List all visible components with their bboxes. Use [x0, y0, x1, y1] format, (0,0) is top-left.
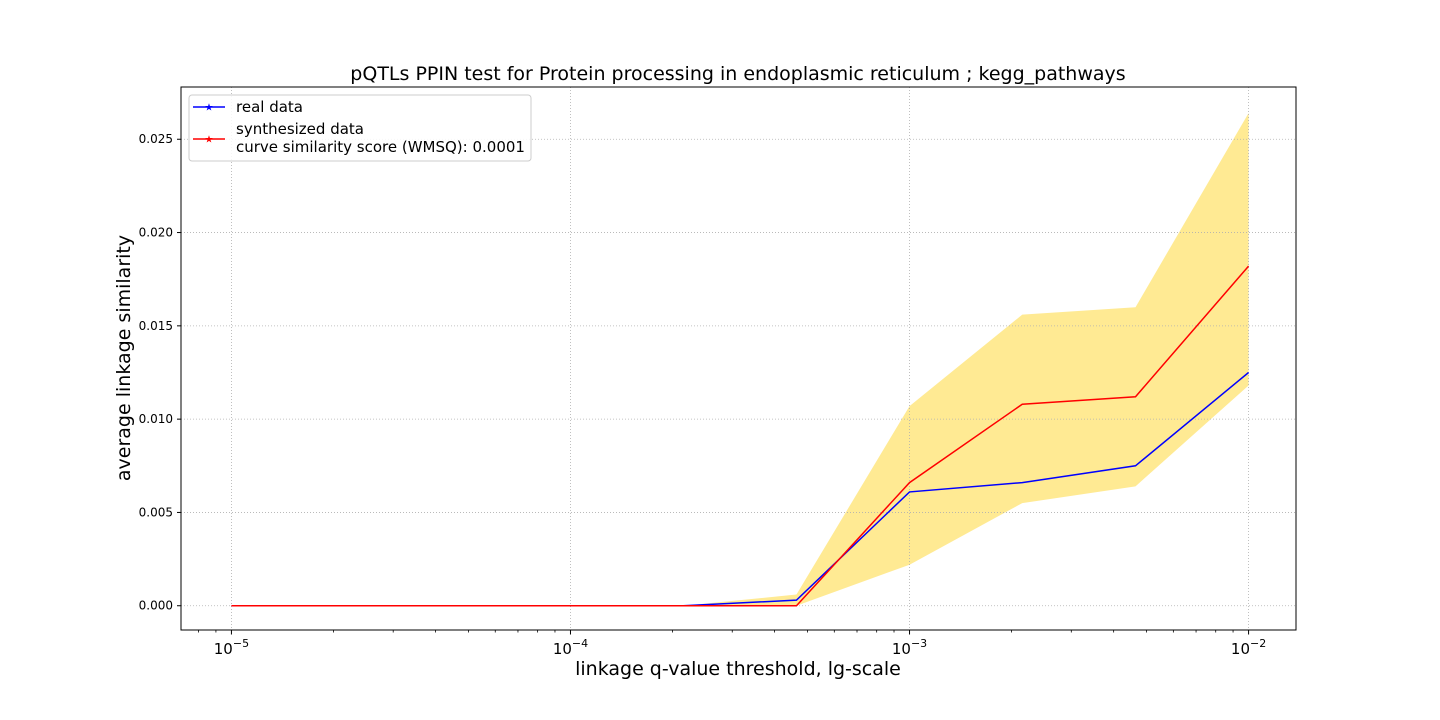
series-line-synthesized-data [231, 265, 1250, 607]
x-tick-label: 10−4 [553, 637, 588, 658]
legend-label-similarity-score: curve similarity score (WMSQ): 0.0001 [236, 138, 525, 156]
x-tick-label: 10−3 [892, 637, 927, 658]
confidence-band [231, 113, 1249, 606]
legend-box [188, 94, 532, 162]
plot-area: 0.000 0.005 0.010 0.015 0.020 0.025 10−5 10−4 10… [139, 86, 1297, 658]
y-tick-label: 0.005 [139, 505, 173, 519]
x-axis-label: linkage q-value threshold, lg-scale [575, 658, 901, 680]
legend-marker-star-icon: ★ [205, 135, 214, 146]
plot-frame [180, 86, 1297, 631]
y-axis-label: average linkage similarity [113, 235, 135, 481]
x-tick-label: 10−2 [1231, 637, 1266, 658]
y-tick-label: 0.020 [139, 226, 173, 240]
legend-label-real-data: real data [236, 98, 303, 116]
y-tick-label: 0.015 [139, 319, 173, 333]
x-tick-label: 10−5 [214, 637, 249, 658]
y-tick-label: 0.000 [139, 599, 173, 613]
y-tick-label: 0.025 [139, 132, 173, 146]
legend-marker-star-icon: ★ [205, 103, 214, 114]
y-tick-label: 0.010 [139, 412, 173, 426]
chart-title: pQTLs PPIN test for Protein processing i… [350, 63, 1125, 85]
legend-label-synthesized-data: synthesized data [236, 120, 364, 138]
